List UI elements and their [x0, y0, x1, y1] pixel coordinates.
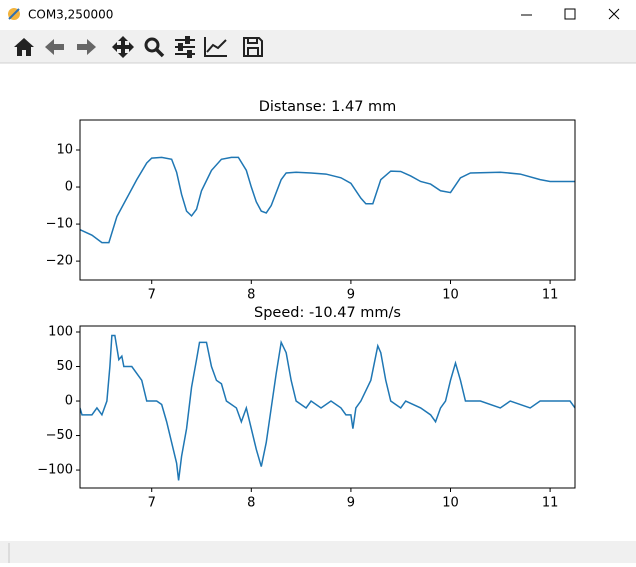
configure-button[interactable] — [175, 36, 195, 58]
data-line — [80, 334, 575, 481]
y-tick-label: 0 — [65, 180, 73, 195]
y-tick-label: 10 — [56, 143, 73, 158]
forward-button[interactable] — [77, 39, 96, 55]
y-tick-label: −10 — [46, 217, 73, 232]
x-tick-label: 10 — [442, 288, 459, 303]
window-title: COM3,250000 — [28, 8, 113, 22]
x-tick-label: 8 — [247, 496, 255, 511]
home-button[interactable] — [14, 38, 34, 56]
back-button[interactable] — [45, 39, 64, 55]
save-button[interactable] — [243, 37, 263, 57]
axes-frame — [79, 325, 576, 489]
close-button[interactable] — [608, 8, 620, 20]
x-tick-label: 7 — [148, 288, 156, 303]
status-bar — [0, 541, 636, 563]
y-tick-label: 50 — [56, 359, 73, 374]
zoom-button[interactable] — [144, 37, 165, 58]
x-tick-label: 9 — [347, 288, 355, 303]
edit-axis-button[interactable] — [204, 37, 227, 57]
y-tick-label: 100 — [48, 325, 73, 340]
toolbar — [0, 30, 636, 63]
chart-title: Distanse: 1.47 mm — [259, 99, 397, 115]
x-tick-label: 9 — [347, 496, 355, 511]
y-tick-label: 0 — [65, 394, 73, 409]
data-line — [80, 156, 575, 244]
maximize-button[interactable] — [564, 8, 576, 20]
x-tick-label: 10 — [442, 496, 459, 511]
chart-title: Speed: -10.47 mm/s — [254, 305, 401, 321]
x-tick-label: 7 — [148, 496, 156, 511]
y-tick-label: −100 — [37, 463, 73, 478]
x-tick-label: 8 — [247, 288, 255, 303]
x-tick-label: 11 — [542, 288, 559, 303]
app-icon — [8, 8, 20, 20]
y-tick-label: −20 — [46, 254, 73, 269]
x-tick-label: 11 — [542, 496, 559, 511]
axes-frame — [79, 119, 576, 281]
pan-button[interactable] — [112, 36, 134, 58]
y-tick-label: −50 — [46, 428, 73, 443]
